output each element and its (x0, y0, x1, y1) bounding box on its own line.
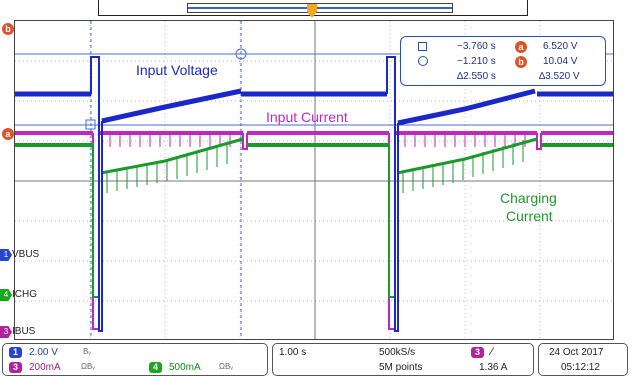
trigger-position-marker[interactable] (307, 4, 317, 18)
ch3-flag: 3 (0, 326, 12, 338)
channel-label-vbus: VBUS (12, 249, 40, 260)
zoom-view-window[interactable] (187, 3, 453, 13)
ch4-bandwidth-icon: ΩBᵥ (219, 362, 233, 371)
sample-rate: 500kS/s (379, 347, 416, 358)
cursor-b-time: −1.210 s (457, 56, 496, 67)
cursor-delta-time: ∆2.550 s (457, 71, 496, 82)
ch4-scale: 500mA (169, 362, 201, 373)
ch1-chip[interactable]: 1 (9, 347, 22, 358)
status-bar: 1 2.00 V Bᵥ 3 200mA ΩBᵥ 4 500mA ΩBᵥ 1.00… (0, 341, 632, 379)
ch1-flag: 1 (0, 249, 12, 261)
cursor-a-badge: a (515, 41, 527, 53)
ch4-chip[interactable]: 4 (149, 362, 162, 373)
cursor-readout[interactable]: −3.760 s a 6.520 V −1.210 s b 10.04 V ∆2… (400, 36, 606, 86)
channel-label-ichg: ICHG (12, 289, 37, 300)
channel-marker-ibus[interactable]: 3 IBUS (0, 326, 35, 338)
ch1-input-voltage-trace (15, 56, 613, 332)
charging-current-label-line2: Current (506, 208, 553, 224)
cursor-b-reference-marker[interactable]: b (2, 23, 14, 35)
acquisition-panel[interactable]: 1.00 s 500kS/s 5M points 3 ∕ 1.36 A (272, 343, 534, 376)
ch3-current-spikes (109, 133, 526, 147)
waveform-graticule[interactable] (14, 20, 614, 340)
cursor-a-reference-marker[interactable]: a (2, 128, 14, 140)
channel-settings-panel[interactable]: 1 2.00 V Bᵥ 3 200mA ΩBᵥ 4 500mA ΩBᵥ (2, 343, 268, 376)
ch4-flag: 4 (0, 289, 12, 301)
trigger-slope-icon: ∕ (491, 346, 493, 358)
ch4-current-spikes (106, 140, 524, 193)
square-cursor-icon (418, 42, 427, 51)
channel-marker-ichg[interactable]: 4 ICHG (0, 289, 37, 301)
waveform-display (15, 21, 613, 339)
cursor-b-badge: b (515, 56, 527, 68)
date: 24 Oct 2017 (549, 347, 604, 358)
time: 05:12:12 (561, 362, 600, 373)
trigger-level: 1.36 A (479, 362, 508, 373)
cursor-b-marker (235, 48, 247, 60)
cursor-a-time: −3.760 s (457, 41, 496, 52)
input-voltage-label: Input Voltage (136, 62, 218, 78)
cursor-b-value: 10.04 V (543, 56, 578, 67)
ch1-scale: 2.00 V (29, 347, 58, 358)
circle-cursor-icon (418, 56, 428, 66)
ch3-chip[interactable]: 3 (9, 362, 22, 373)
ch3-bandwidth-icon: ΩBᵥ (81, 362, 95, 371)
cursor-a-value: 6.520 V (543, 41, 578, 52)
cursor-a-marker (85, 119, 96, 130)
ch3-scale: 200mA (29, 362, 61, 373)
date-time-panel: 24 Oct 2017 05:12:12 (538, 343, 628, 376)
cursor-delta-value: ∆3.520 V (539, 71, 580, 82)
trigger-source-chip[interactable]: 3 (471, 347, 484, 358)
center-axes (15, 21, 613, 339)
timebase: 1.00 s (279, 347, 307, 358)
ch1-bandwidth-icon: Bᵥ (83, 347, 91, 356)
charging-current-label-line1: Charging (500, 190, 557, 206)
channel-marker-vbus[interactable]: 1 VBUS (0, 249, 39, 261)
record-length: 5M points (379, 362, 423, 373)
input-current-label: Input Current (266, 109, 348, 125)
channel-label-ibus: IBUS (12, 326, 36, 337)
